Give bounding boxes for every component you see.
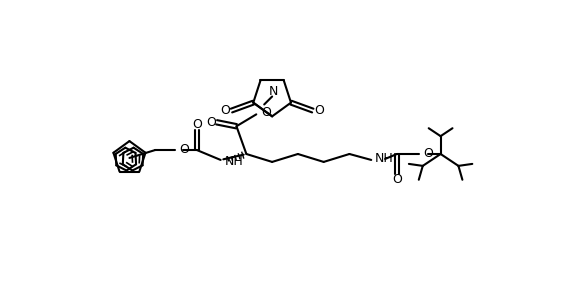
Text: NH: NH bbox=[224, 155, 243, 168]
Text: O: O bbox=[192, 118, 202, 131]
Text: O: O bbox=[205, 116, 216, 129]
Text: O: O bbox=[424, 147, 433, 159]
Text: O: O bbox=[314, 104, 324, 117]
Text: O: O bbox=[392, 173, 402, 186]
Text: O: O bbox=[179, 143, 189, 155]
Text: O: O bbox=[261, 106, 271, 119]
Text: NH: NH bbox=[375, 152, 394, 166]
Text: O: O bbox=[220, 104, 231, 117]
Text: N: N bbox=[269, 85, 278, 98]
